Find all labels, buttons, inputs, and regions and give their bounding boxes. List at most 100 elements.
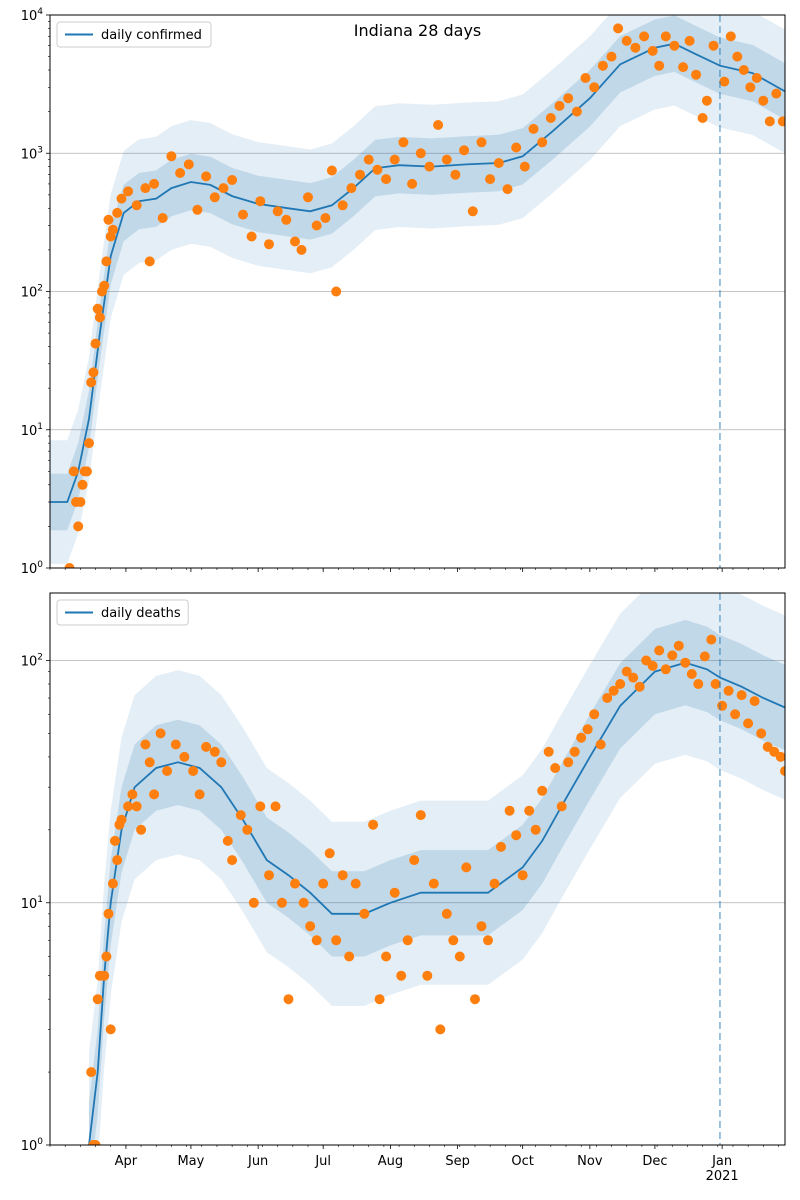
observed-point — [123, 801, 134, 812]
observed-point — [751, 73, 762, 83]
observed-point — [693, 679, 704, 689]
observed-point — [255, 196, 266, 207]
observed-point — [725, 31, 736, 42]
observed-point — [543, 746, 554, 757]
observed-point — [738, 65, 749, 75]
observed-point — [331, 286, 342, 297]
observed-point — [476, 137, 487, 148]
observed-point — [634, 681, 645, 692]
observed-point — [368, 819, 379, 830]
observed-point — [556, 801, 567, 812]
observed-point — [780, 766, 785, 776]
observed-point — [582, 724, 593, 735]
observed-point — [756, 728, 767, 739]
observed-point — [502, 184, 513, 195]
observed-point — [381, 174, 392, 185]
observed-point — [435, 1024, 446, 1035]
observed-point — [576, 732, 587, 743]
observed-point — [732, 51, 743, 62]
observed-point — [77, 479, 88, 490]
observed-point — [764, 116, 775, 127]
y-tick-label-exponent: 0 — [37, 1137, 43, 1147]
observed-point — [116, 814, 127, 825]
observed-point — [201, 171, 212, 182]
axes-frame — [49, 592, 786, 1146]
model-line — [50, 42, 785, 503]
observed-point — [140, 183, 151, 194]
observed-point — [660, 31, 671, 42]
observed-point — [238, 209, 248, 220]
observed-point — [324, 848, 335, 859]
observed-point — [127, 789, 138, 800]
observed-point — [496, 841, 506, 852]
observed-point — [450, 169, 461, 180]
y-tick-label-base: 10 — [21, 147, 38, 162]
observed-point — [398, 137, 409, 148]
observed-point — [290, 878, 300, 889]
y-tick-label: 102 — [21, 653, 43, 670]
observed-point — [264, 870, 274, 881]
observed-point — [103, 908, 114, 919]
observed-point — [110, 835, 120, 846]
observed-point — [775, 751, 785, 762]
y-tick-label-base: 10 — [21, 897, 38, 912]
observed-point — [94, 312, 105, 323]
legend-label: daily deaths — [101, 606, 181, 621]
observed-point — [615, 679, 626, 689]
observed-point — [264, 239, 274, 250]
observed-point — [179, 751, 190, 762]
observed-point — [409, 855, 420, 866]
legend-label: daily confirmed — [101, 28, 202, 43]
inner-confidence-band — [50, 15, 785, 531]
y-tick-label-exponent: 3 — [37, 145, 43, 155]
observed-point — [428, 878, 439, 889]
observed-point — [717, 700, 728, 711]
observed-point — [563, 93, 574, 104]
observed-point — [569, 746, 580, 757]
y-tick-label: 103 — [21, 145, 43, 162]
observed-point — [144, 256, 155, 267]
observed-point — [255, 801, 266, 812]
observed-point — [441, 908, 452, 919]
observed-point — [597, 60, 608, 71]
observed-point — [84, 438, 94, 449]
observed-point — [346, 183, 357, 194]
observed-point — [519, 161, 530, 172]
observed-point — [701, 95, 712, 106]
observed-point — [461, 862, 472, 873]
observed-point — [621, 666, 632, 677]
observed-point — [140, 739, 151, 750]
observed-point — [424, 161, 435, 172]
observed-point — [691, 69, 702, 80]
observed-point — [745, 82, 756, 93]
y-tick-label-base: 10 — [21, 424, 38, 439]
observed-point — [595, 739, 606, 750]
y-tick-label-base: 10 — [21, 286, 38, 301]
observed-point — [563, 757, 574, 768]
observed-point — [545, 113, 556, 123]
observed-point — [170, 739, 181, 750]
outer-confidence-band — [50, 15, 785, 564]
observed-point — [90, 1140, 101, 1145]
x-tick-label: 2021 — [706, 1169, 739, 1184]
legend: daily confirmed — [56, 21, 212, 48]
observed-point — [144, 757, 155, 768]
observed-point — [201, 741, 212, 752]
observed-point — [589, 709, 600, 720]
plot-area — [86, 593, 785, 1145]
y-tick-label: 100 — [21, 560, 44, 577]
observed-point — [192, 204, 203, 215]
observed-point — [730, 709, 741, 720]
observed-point — [81, 466, 92, 477]
observed-point — [706, 634, 717, 645]
observed-point — [107, 224, 118, 235]
observed-point — [88, 367, 99, 378]
observed-point — [771, 88, 782, 99]
observed-point — [571, 106, 582, 117]
legend-box — [56, 599, 189, 626]
minor-x-ticks — [49, 1145, 779, 1147]
x-tick-label: May — [177, 1154, 204, 1169]
observed-point — [246, 231, 257, 242]
observed-point — [311, 935, 322, 946]
